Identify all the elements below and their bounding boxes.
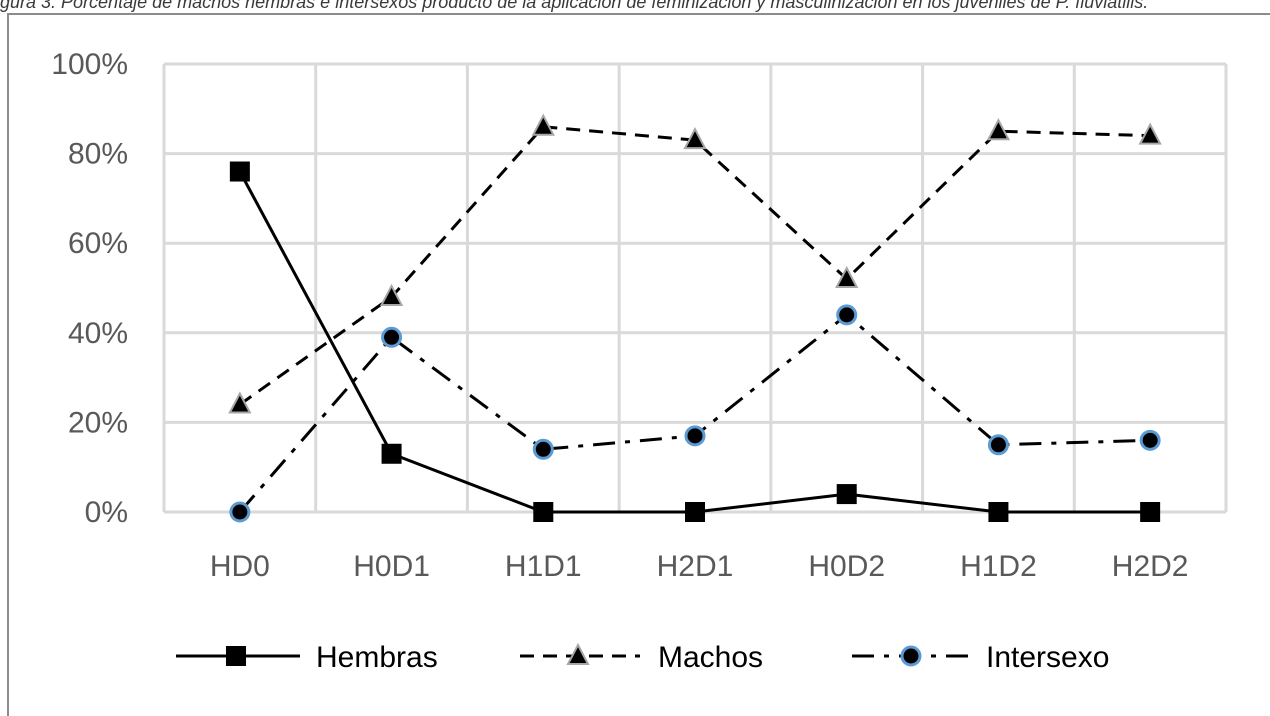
x-axis-ticks: HD0 H0D1 H1D1 H2D1 H0D2 H1D2 H2D2 — [210, 550, 1189, 583]
data-point-machos — [835, 265, 859, 289]
x-tick-label: H2D2 — [1112, 550, 1189, 583]
data-point-machos — [986, 118, 1011, 141]
data-point-hembras — [1140, 502, 1161, 522]
data-point-hembras — [836, 484, 857, 505]
x-tick-label: HD0 — [210, 550, 270, 583]
data-point-intersexo — [532, 438, 554, 460]
data-point-hembras — [381, 443, 402, 464]
legend: Hembras Machos Intersexo — [176, 641, 1109, 674]
data-point-machos — [683, 127, 707, 150]
legend-label-hembras: Hembras — [316, 641, 438, 674]
y-tick-label: 0% — [85, 496, 128, 529]
legend-label-intersexo: Intersexo — [986, 641, 1109, 674]
legend-marker-hembras — [226, 646, 246, 666]
data-point-intersexo — [987, 434, 1009, 456]
series-line-intersexo — [238, 313, 1151, 513]
figure-caption: gura 3. Porcentaje de machos hembras e i… — [0, 0, 1149, 12]
legend-item-hembras: Hembras — [176, 641, 438, 674]
series-line-machos — [238, 125, 1151, 406]
legend-marker-intersexo — [900, 645, 922, 667]
data-point-machos — [1138, 122, 1162, 145]
x-tick-label: H0D1 — [353, 550, 430, 583]
y-tick-label: 60% — [68, 227, 128, 260]
data-point-hembras — [988, 502, 1009, 522]
chart-frame — [7, 13, 1270, 716]
data-point-intersexo — [684, 425, 706, 447]
data-point-hembras — [533, 502, 554, 522]
y-tick-label: 40% — [68, 317, 128, 350]
x-tick-label: H1D1 — [505, 550, 582, 583]
x-tick-label: H0D2 — [808, 550, 885, 583]
y-tick-label: 80% — [68, 138, 128, 171]
data-point-machos — [531, 113, 555, 136]
series-machos — [228, 113, 1162, 414]
legend-label-machos: Machos — [658, 641, 763, 674]
legend-item-intersexo: Intersexo — [852, 641, 1109, 674]
data-point-machos — [379, 283, 404, 306]
legend-marker-machos — [566, 642, 590, 665]
x-tick-label: H1D2 — [960, 550, 1037, 583]
y-axis-ticks: 0% 20% 40% 60% 80% 100% — [51, 48, 128, 529]
data-point-hembras — [229, 161, 250, 182]
y-tick-label: 20% — [68, 406, 128, 439]
data-point-intersexo — [229, 501, 251, 523]
data-point-intersexo — [1139, 429, 1161, 451]
series-group — [228, 113, 1162, 523]
data-point-intersexo — [381, 326, 403, 348]
data-point-hembras — [685, 502, 705, 522]
series-line-hembras — [238, 170, 1151, 514]
series-intersexo — [229, 304, 1161, 523]
legend-item-machos: Machos — [520, 641, 763, 674]
y-tick-label: 100% — [51, 48, 128, 81]
data-point-intersexo — [836, 304, 858, 326]
x-tick-label: H2D1 — [657, 550, 734, 583]
series-hembras — [229, 161, 1161, 522]
data-point-machos — [228, 391, 252, 414]
